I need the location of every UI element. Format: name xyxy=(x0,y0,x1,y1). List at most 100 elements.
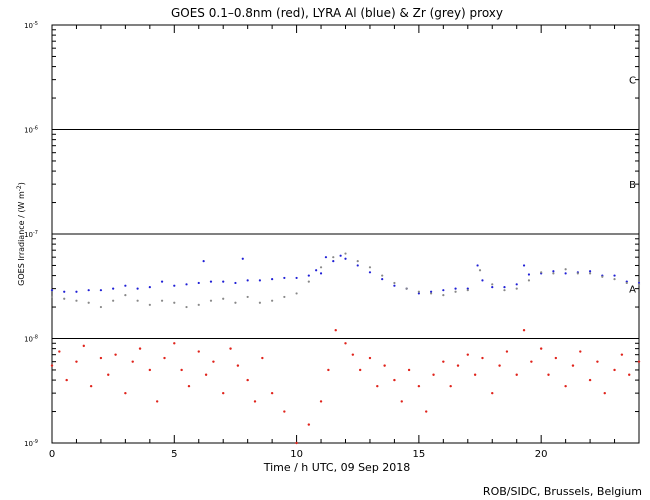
data-point xyxy=(307,280,310,283)
data-point xyxy=(234,301,237,304)
data-point xyxy=(442,294,445,297)
data-point xyxy=(202,260,205,263)
data-point xyxy=(99,305,103,309)
data-point xyxy=(136,299,139,302)
data-point xyxy=(89,384,93,388)
x-tick-label: 5 xyxy=(171,449,177,460)
y-axis-label-exponent: -2 xyxy=(16,185,23,191)
data-point xyxy=(522,329,526,332)
data-point xyxy=(148,286,151,289)
data-point xyxy=(552,270,555,273)
data-point xyxy=(376,384,379,388)
data-point xyxy=(554,356,558,360)
data-point xyxy=(383,364,386,367)
class-lines xyxy=(52,129,639,339)
data-point xyxy=(148,368,152,372)
data-point xyxy=(180,368,183,372)
data-point xyxy=(283,276,286,280)
data-point xyxy=(481,279,484,282)
data-point xyxy=(400,400,403,403)
data-point xyxy=(131,360,134,363)
data-point xyxy=(163,356,166,360)
data-point xyxy=(579,350,582,353)
data-point xyxy=(530,360,533,363)
data-point xyxy=(466,287,469,290)
data-point xyxy=(319,400,323,403)
data-point xyxy=(75,299,78,302)
data-point xyxy=(432,373,435,376)
data-point xyxy=(75,290,78,293)
data-point xyxy=(515,283,518,286)
data-point xyxy=(407,368,411,372)
data-point xyxy=(417,290,420,293)
data-point xyxy=(197,350,200,353)
data-point xyxy=(442,360,445,363)
data-point xyxy=(124,284,127,287)
data-point xyxy=(417,292,420,295)
data-point xyxy=(571,364,575,367)
chart-title: GOES 0.1–0.8nm (red), LYRA Al (blue) & Z… xyxy=(171,6,503,20)
data-point xyxy=(204,373,208,376)
data-point xyxy=(112,299,115,302)
data-point xyxy=(466,289,469,292)
data-point xyxy=(246,378,249,382)
data-point xyxy=(368,266,372,269)
class-labels: A B C xyxy=(629,76,636,296)
data-point xyxy=(315,269,318,272)
data-point xyxy=(564,268,567,271)
data-point xyxy=(50,364,54,367)
data-point xyxy=(515,373,518,376)
data-point xyxy=(160,299,164,302)
series-0 xyxy=(50,254,641,295)
data-point xyxy=(87,301,90,304)
data-point xyxy=(173,284,176,287)
data-point xyxy=(454,290,457,293)
data-point xyxy=(236,364,240,367)
data-point xyxy=(246,295,249,299)
data-point xyxy=(283,295,286,299)
data-point xyxy=(87,289,90,292)
data-point xyxy=(160,280,164,283)
data-point xyxy=(197,281,200,285)
data-point xyxy=(197,303,200,306)
data-point xyxy=(552,272,555,275)
data-point xyxy=(271,278,274,281)
data-point xyxy=(234,281,237,285)
data-point xyxy=(620,353,624,356)
data-point xyxy=(258,279,261,282)
data-point xyxy=(82,344,85,348)
data-point xyxy=(295,441,298,445)
y-tick-label: 10-8 xyxy=(24,335,38,344)
y-axis-label-text: GOES Irradiance / (W m xyxy=(17,191,26,286)
y-tick-label: 10-7 xyxy=(24,230,38,239)
x-axis-label: Time / h UTC, 09 Sep 2018 xyxy=(263,461,411,474)
data-point xyxy=(637,283,641,286)
data-point xyxy=(327,368,330,372)
data-point xyxy=(425,410,428,413)
data-point xyxy=(258,301,261,304)
data-point xyxy=(295,276,298,280)
data-point xyxy=(112,287,115,290)
data-point xyxy=(148,303,151,306)
data-point xyxy=(481,356,484,360)
data-point xyxy=(155,400,159,403)
data-point xyxy=(185,305,188,309)
y-tick-label: 10-6 xyxy=(24,126,38,135)
data-point xyxy=(588,272,592,275)
data-point xyxy=(637,360,641,363)
data-point xyxy=(613,278,616,281)
data-point xyxy=(319,266,323,269)
data-point xyxy=(332,260,335,263)
data-point xyxy=(339,254,342,257)
data-point xyxy=(241,257,244,260)
data-point xyxy=(99,289,103,292)
data-point xyxy=(368,271,372,274)
data-point xyxy=(527,279,531,282)
data-point xyxy=(173,342,176,345)
data-point xyxy=(476,264,479,267)
data-point xyxy=(99,356,103,360)
data-point xyxy=(307,423,311,426)
data-point xyxy=(454,287,457,290)
data-point xyxy=(393,284,396,287)
data-point xyxy=(65,378,68,382)
